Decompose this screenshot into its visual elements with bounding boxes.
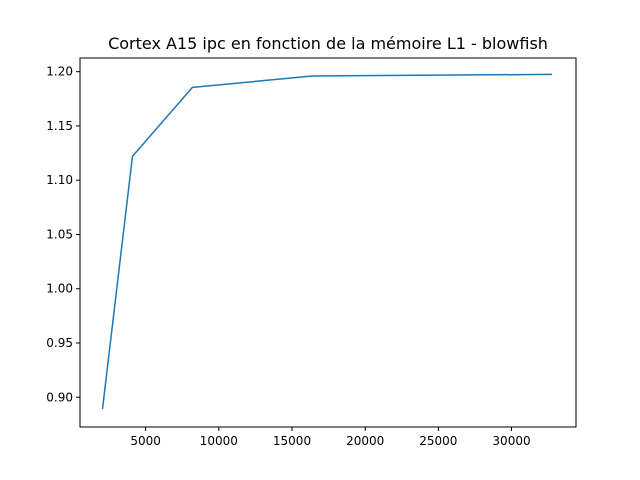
plot-area-frame [79,57,577,428]
x-tick-label: 25000 [419,434,457,448]
y-tick-label: 1.20 [46,65,73,79]
x-tick-label: 5000 [130,434,161,448]
x-tick-label: 20000 [346,434,384,448]
x-tick-label: 15000 [273,434,311,448]
y-tick-label: 1.15 [46,119,73,133]
y-tick-label: 0.90 [46,390,73,404]
y-tick-label: 1.10 [46,173,73,187]
x-axis: 5000 10000 15000 20000 25000 30000 [130,427,531,448]
y-tick-label: 0.95 [46,336,73,350]
x-tick-label: 30000 [492,434,530,448]
chart-title: Cortex A15 ipc en fonction de la mémoire… [108,34,548,53]
series-layer [101,73,553,410]
y-axis: 0.90 0.95 1.00 1.05 1.10 1.15 1.20 [46,65,80,404]
y-tick-label: 1.05 [46,227,73,241]
y-tick-label: 1.00 [46,282,73,296]
x-tick-label: 10000 [200,434,238,448]
